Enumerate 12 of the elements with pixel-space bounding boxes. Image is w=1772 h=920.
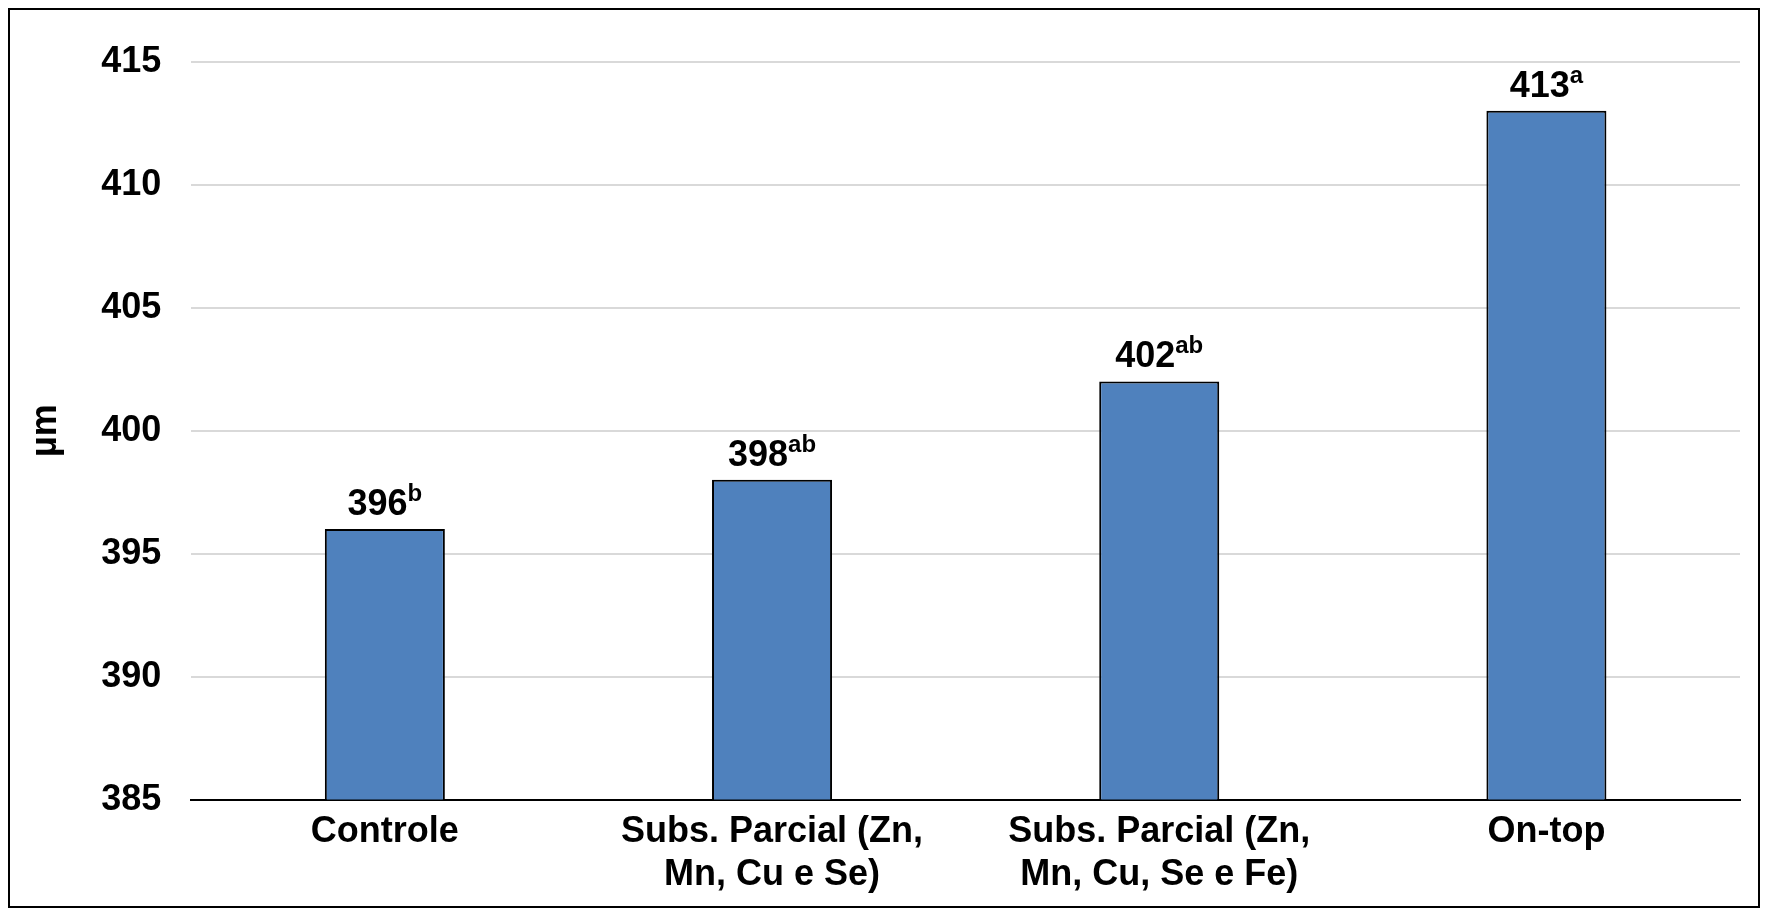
y-axis-title: µm [22, 404, 64, 457]
x-tick-label: Subs. Parcial (Zn, Mn, Cu e Se) [620, 809, 924, 894]
y-tick-label: 390 [101, 653, 162, 695]
y-tick-label: 400 [101, 407, 162, 449]
y-tick-label: 415 [101, 38, 162, 80]
y-tick-label: 410 [101, 161, 162, 203]
y-tick-label: 405 [101, 284, 162, 326]
x-tick-label: Subs. Parcial (Zn, Mn, Cu, Se e Fe) [1008, 809, 1311, 894]
y-tick-label: 395 [101, 530, 162, 572]
x-tick-label: Controle [310, 809, 459, 851]
x-tick-label: On-top [1487, 809, 1606, 851]
y-tick-label: 385 [101, 776, 162, 818]
